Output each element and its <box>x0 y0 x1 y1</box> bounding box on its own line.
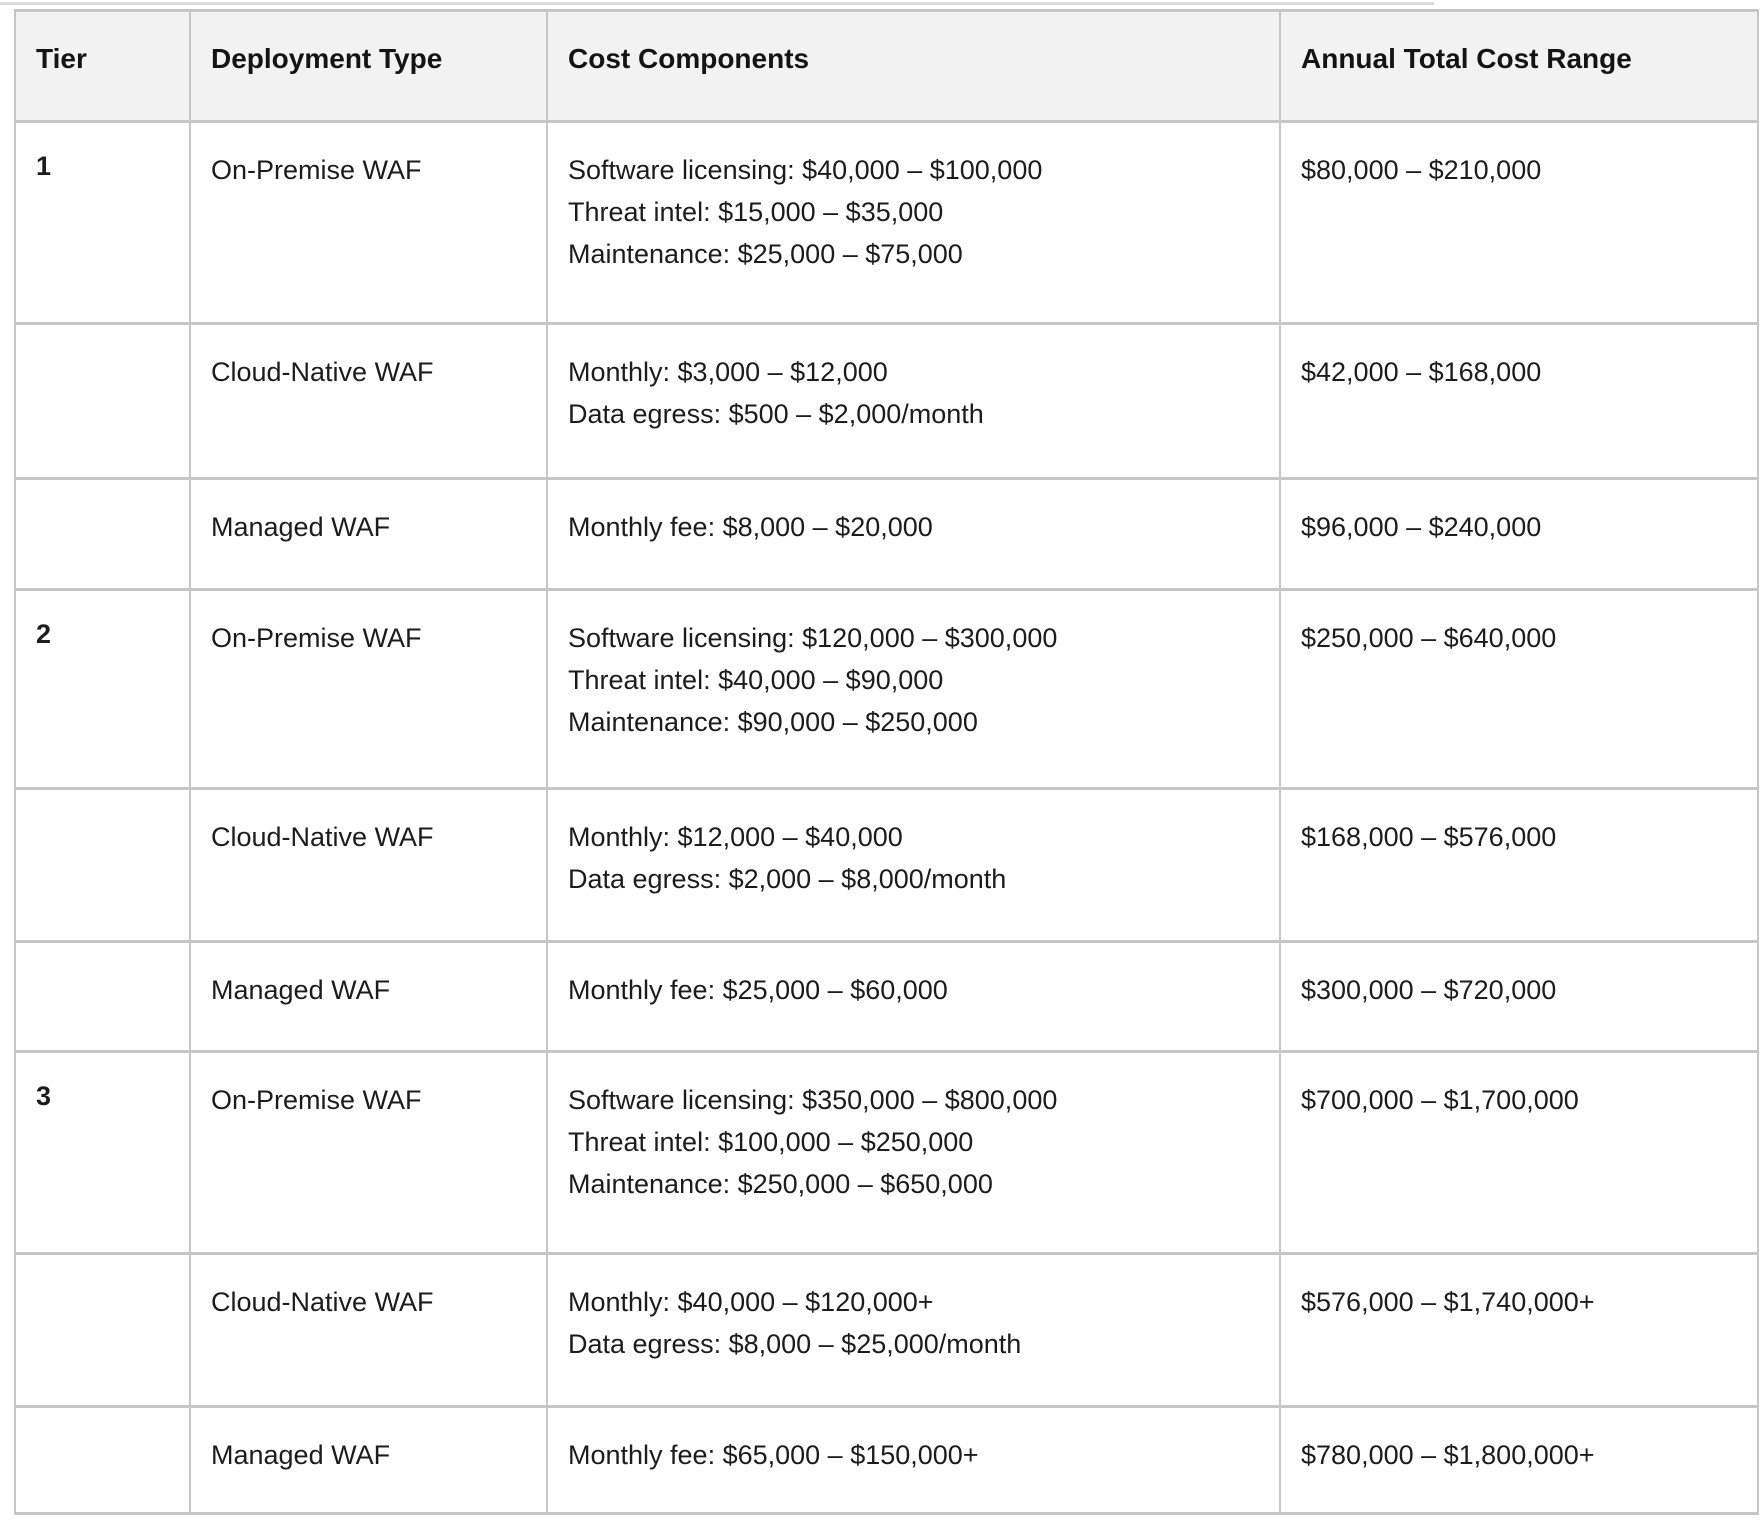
cost-component-line: Monthly: $3,000 – $12,000 <box>568 357 888 387</box>
column-header-deployment-type: Deployment Type <box>189 9 548 123</box>
table-row: Cloud-Native WAF Monthly: $12,000 – $40,0… <box>14 787 1759 943</box>
cost-component-line: Maintenance: $90,000 – $250,000 <box>568 707 978 737</box>
annual-cost-range-cell: $700,000 – $1,700,000 <box>1279 1050 1759 1255</box>
deployment-type-cell: Cloud-Native WAF <box>189 1252 548 1408</box>
cost-components-cell: Monthly: $3,000 – $12,000 Data egress: $5… <box>546 322 1281 480</box>
cost-component-line: Threat intel: $15,000 – $35,000 <box>568 197 944 227</box>
tier-cell <box>14 1405 191 1515</box>
column-header-tier: Tier <box>14 9 191 123</box>
cost-component-line: Software licensing: $350,000 – $800,000 <box>568 1085 1058 1115</box>
table-row: Managed WAF Monthly fee: $65,000 – $150,0… <box>14 1405 1759 1515</box>
cost-components-cell: Software licensing: $40,000 – $100,000 Th… <box>546 120 1281 325</box>
table-row: 1 On-Premise WAF Software licensing: $40,0… <box>14 120 1759 325</box>
cost-component-line: Monthly fee: $25,000 – $60,000 <box>568 975 948 1005</box>
waf-cost-table: Tier Deployment Type Cost Components Annual… <box>14 9 1759 1515</box>
cost-component-line: Data egress: $8,000 – $25,000/month <box>568 1329 1022 1359</box>
deployment-type-cell: On-Premise WAF <box>189 588 548 790</box>
cost-components-cell: Monthly: $12,000 – $40,000 Data egress: $… <box>546 787 1281 943</box>
table-body: 1 On-Premise WAF Software licensing: $40,0… <box>14 120 1759 1515</box>
table-row: 3 On-Premise WAF Software licensing: $350,… <box>14 1050 1759 1255</box>
table-row: Managed WAF Monthly fee: $25,000 – $60,00… <box>14 940 1759 1053</box>
tier-cell <box>14 322 191 480</box>
cost-component-line: Monthly: $12,000 – $40,000 <box>568 822 903 852</box>
deployment-type-cell: Cloud-Native WAF <box>189 322 548 480</box>
annual-cost-range-cell: $80,000 – $210,000 <box>1279 120 1759 325</box>
deployment-type-cell: On-Premise WAF <box>189 120 548 325</box>
cost-component-line: Data egress: $500 – $2,000/month <box>568 399 984 429</box>
cost-component-line: Maintenance: $25,000 – $75,000 <box>568 239 963 269</box>
tier-cell <box>14 477 191 591</box>
tier-cell: 2 <box>14 588 191 790</box>
cost-component-line: Software licensing: $40,000 – $100,000 <box>568 155 1043 185</box>
tier-cell: 1 <box>14 120 191 325</box>
deployment-type-cell: Managed WAF <box>189 477 548 591</box>
deployment-type-cell: Managed WAF <box>189 1405 548 1515</box>
tier-cell <box>14 940 191 1053</box>
cost-component-line: Monthly fee: $8,000 – $20,000 <box>568 512 933 542</box>
tier-cell: 3 <box>14 1050 191 1255</box>
annual-cost-range-cell: $96,000 – $240,000 <box>1279 477 1759 591</box>
tier-cell <box>14 1252 191 1408</box>
cost-components-cell: Monthly: $40,000 – $120,000+ Data egress:… <box>546 1252 1281 1408</box>
deployment-type-cell: Managed WAF <box>189 940 548 1053</box>
cost-component-line: Software licensing: $120,000 – $300,000 <box>568 623 1058 653</box>
cost-component-line: Threat intel: $100,000 – $250,000 <box>568 1127 974 1157</box>
table-row: Cloud-Native WAF Monthly: $40,000 – $120,… <box>14 1252 1759 1408</box>
cost-component-line: Monthly fee: $65,000 – $150,000+ <box>568 1440 979 1470</box>
annual-cost-range-cell: $780,000 – $1,800,000+ <box>1279 1405 1759 1515</box>
top-divider <box>0 2 1434 5</box>
cost-component-line: Monthly: $40,000 – $120,000+ <box>568 1287 934 1317</box>
cost-component-line: Maintenance: $250,000 – $650,000 <box>568 1169 993 1199</box>
table-row: 2 On-Premise WAF Software licensing: $120,… <box>14 588 1759 790</box>
cost-component-line: Data egress: $2,000 – $8,000/month <box>568 864 1007 894</box>
deployment-type-cell: Cloud-Native WAF <box>189 787 548 943</box>
annual-cost-range-cell: $576,000 – $1,740,000+ <box>1279 1252 1759 1408</box>
annual-cost-range-cell: $168,000 – $576,000 <box>1279 787 1759 943</box>
header-row: Tier Deployment Type Cost Components Annual… <box>14 9 1759 123</box>
deployment-type-cell: On-Premise WAF <box>189 1050 548 1255</box>
table-row: Cloud-Native WAF Monthly: $3,000 – $12,00… <box>14 322 1759 480</box>
cost-components-cell: Monthly fee: $25,000 – $60,000 <box>546 940 1281 1053</box>
cost-components-cell: Software licensing: $350,000 – $800,000 T… <box>546 1050 1281 1255</box>
tier-cell <box>14 787 191 943</box>
column-header-annual-total-cost-range: Annual Total Cost Range <box>1279 9 1759 123</box>
cost-components-cell: Software licensing: $120,000 – $300,000 T… <box>546 588 1281 790</box>
annual-cost-range-cell: $300,000 – $720,000 <box>1279 940 1759 1053</box>
annual-cost-range-cell: $42,000 – $168,000 <box>1279 322 1759 480</box>
cost-components-cell: Monthly fee: $65,000 – $150,000+ <box>546 1405 1281 1515</box>
annual-cost-range-cell: $250,000 – $640,000 <box>1279 588 1759 790</box>
cost-components-cell: Monthly fee: $8,000 – $20,000 <box>546 477 1281 591</box>
table-row: Managed WAF Monthly fee: $8,000 – $20,000… <box>14 477 1759 591</box>
cost-component-line: Threat intel: $40,000 – $90,000 <box>568 665 944 695</box>
column-header-cost-components: Cost Components <box>546 9 1281 123</box>
